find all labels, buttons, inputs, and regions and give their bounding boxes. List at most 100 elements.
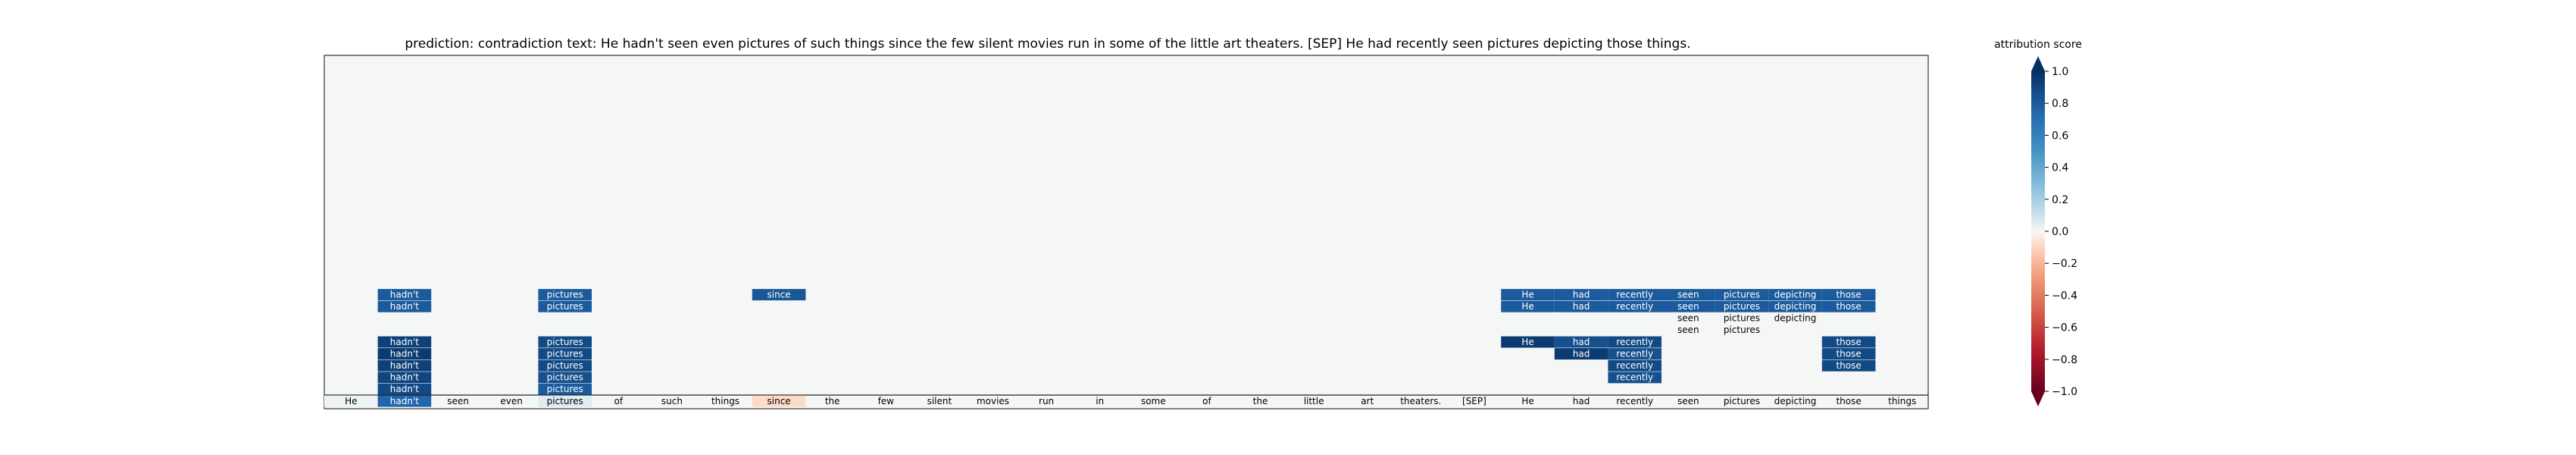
attribution-cell-label: those — [1836, 301, 1861, 312]
token-label: run — [1039, 396, 1054, 406]
token-label: some — [1141, 396, 1166, 406]
attribution-cell — [377, 289, 432, 301]
token-label: depicting — [1774, 396, 1817, 406]
colorbar-label: attribution score — [1994, 39, 2082, 51]
attribution-cell — [1715, 289, 1769, 301]
attribution-cell — [377, 348, 432, 360]
token-row: He hadn't seen even pictures of such things sinc… — [324, 395, 1916, 407]
attribution-cell — [377, 383, 432, 395]
token-label: He — [345, 396, 357, 406]
attribution-cell-label: seen — [1677, 325, 1699, 335]
attribution-cell-label: hadn't — [390, 372, 419, 383]
colorbar-tick-label: −0.8 — [2052, 354, 2077, 366]
attribution-cell-label: had — [1573, 337, 1590, 347]
token-cell — [324, 395, 378, 407]
attribution-cell — [1821, 359, 1876, 372]
attribution-cells: hadn't pictures since He had recently seen pict… — [377, 289, 1876, 395]
attribution-cell — [538, 372, 592, 384]
token-label: things — [711, 396, 739, 406]
attribution-cell-label: pictures — [547, 360, 583, 371]
attribution-cell-label: depicting — [1774, 301, 1817, 312]
attribution-cell — [1821, 336, 1876, 348]
token-label: pictures — [1724, 396, 1760, 406]
attribution-cell-label: recently — [1616, 289, 1653, 300]
attribution-cell — [1821, 348, 1876, 360]
colorbar-tick-label: 0.6 — [2052, 130, 2068, 142]
attribution-cell-label: hadn't — [390, 289, 419, 300]
token-label: such — [661, 396, 683, 406]
token-label: seen — [1677, 396, 1699, 406]
attribution-cell — [1608, 336, 1662, 348]
attribution-cell — [1821, 300, 1876, 312]
token-label: of — [1202, 396, 1211, 406]
attribution-cell — [1608, 372, 1662, 384]
attribution-cell — [1608, 348, 1662, 360]
attribution-cell — [538, 383, 592, 395]
attribution-cell-label: pictures — [547, 348, 583, 359]
colorbar-tick-label: 1.0 — [2052, 66, 2068, 78]
chart-title: prediction: contradiction text: He hadn'… — [405, 36, 1690, 52]
token-label: things — [1888, 396, 1916, 406]
colorbar-tick-label: −1.0 — [2052, 386, 2077, 398]
attribution-cell-label: hadn't — [390, 337, 419, 347]
attribution-cell-label: pictures — [547, 301, 583, 312]
attribution-cell — [752, 289, 806, 301]
attribution-cell — [538, 359, 592, 372]
token-label: seen — [447, 396, 469, 406]
attribution-cell-label: pictures — [547, 372, 583, 383]
attribution-cell — [1662, 300, 1715, 312]
token-label: He — [1521, 396, 1533, 406]
token-label: those — [1836, 396, 1861, 406]
attribution-cell-label: pictures — [1724, 289, 1760, 300]
token-label: the — [1253, 396, 1268, 406]
attribution-cell — [1554, 300, 1608, 312]
attribution-cell-label: recently — [1616, 301, 1653, 312]
token-label: [SEP] — [1462, 396, 1487, 406]
attribution-cell — [1608, 289, 1662, 301]
attribution-cell — [377, 336, 432, 348]
colorbar-gradient — [2031, 71, 2045, 391]
attribution-cell-label: recently — [1616, 348, 1653, 359]
colorbar-tick-label: −0.4 — [2052, 290, 2077, 302]
colorbar-tick-label: 0.0 — [2052, 226, 2068, 238]
attribution-cell — [538, 289, 592, 301]
attribution-cell-label: those — [1836, 289, 1861, 300]
attribution-cell — [538, 348, 592, 360]
attribution-cell-label: pictures — [547, 384, 583, 394]
colorbar-tick-label: −0.2 — [2052, 258, 2077, 270]
attribution-cell — [1501, 289, 1555, 301]
attribution-cell-label: pictures — [547, 337, 583, 347]
attribution-cell — [377, 372, 432, 384]
token-label: since — [767, 396, 791, 406]
attribution-cell-label: hadn't — [390, 360, 419, 371]
attribution-cell-label: hadn't — [390, 301, 419, 312]
attribution-cell — [1608, 359, 1662, 372]
attribution-cell — [1608, 300, 1662, 312]
token-label: in — [1096, 396, 1104, 406]
colorbar-tick-label: 0.8 — [2052, 98, 2068, 110]
attribution-cell — [377, 359, 432, 372]
attribution-cell-label: those — [1836, 348, 1861, 359]
token-label: silent — [927, 396, 952, 406]
token-label: few — [878, 396, 895, 406]
attribution-cell-label: pictures — [1724, 325, 1760, 335]
attribution-cell-label: since — [767, 289, 791, 300]
attribution-cell-label: depicting — [1774, 289, 1817, 300]
attribution-cell — [538, 300, 592, 312]
attribution-cell — [1715, 300, 1769, 312]
token-label: theaters. — [1400, 396, 1441, 406]
attribution-cell — [538, 336, 592, 348]
token-label: movies — [977, 396, 1009, 406]
attribution-cell-label: those — [1836, 360, 1861, 371]
colorbar-extend-top — [2031, 56, 2045, 71]
attribution-cell-label: depicting — [1774, 313, 1817, 324]
token-cell — [377, 395, 432, 407]
attribution-cell-label: He — [1521, 301, 1533, 312]
token-label: pictures — [547, 396, 583, 406]
attribution-cell-label: recently — [1616, 360, 1653, 371]
attribution-cell-label: pictures — [1724, 313, 1760, 324]
attribution-cell-label: had — [1573, 301, 1590, 312]
attribution-cell — [1821, 289, 1876, 301]
colorbar-tick-label: 0.2 — [2052, 194, 2068, 206]
